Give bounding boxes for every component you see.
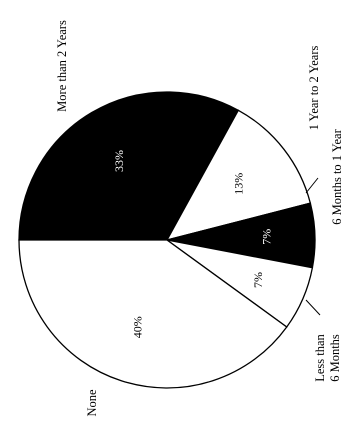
label-less-than-6-months-line1: Less than	[313, 333, 327, 381]
pie-slice-1-year-to-2-years	[165, 109, 312, 242]
pie-slices	[18, 91, 316, 389]
pct-label-less-than-6-months: 7%	[251, 272, 265, 288]
pct-label-more-than-2-years: 33%	[112, 150, 126, 172]
pct-label-1-year-to-2-years: 13%	[231, 173, 245, 195]
label-more-than-2-years: More than 2 Years	[55, 20, 69, 112]
leader-line-less-than-6-months	[305, 299, 321, 316]
label-less-than-6-months-line2: 6 Months	[328, 334, 342, 382]
label-6-months-to-1-year: 6 Months to 1 Year	[330, 128, 344, 224]
pie-slice-none	[18, 239, 288, 389]
pct-label-6-months-to-1-year: 7%	[259, 229, 273, 245]
percent-labels: 33% 13% 7% 7% 40%	[112, 150, 273, 338]
label-1-year-to-2-years: 1 Year to 2 Years	[307, 46, 321, 131]
leader-line-6-months-to-1-year	[305, 177, 319, 194]
label-none: None	[85, 389, 99, 417]
pct-label-none: 40%	[130, 316, 144, 338]
pie-slice-more-than-2-years	[18, 91, 240, 241]
